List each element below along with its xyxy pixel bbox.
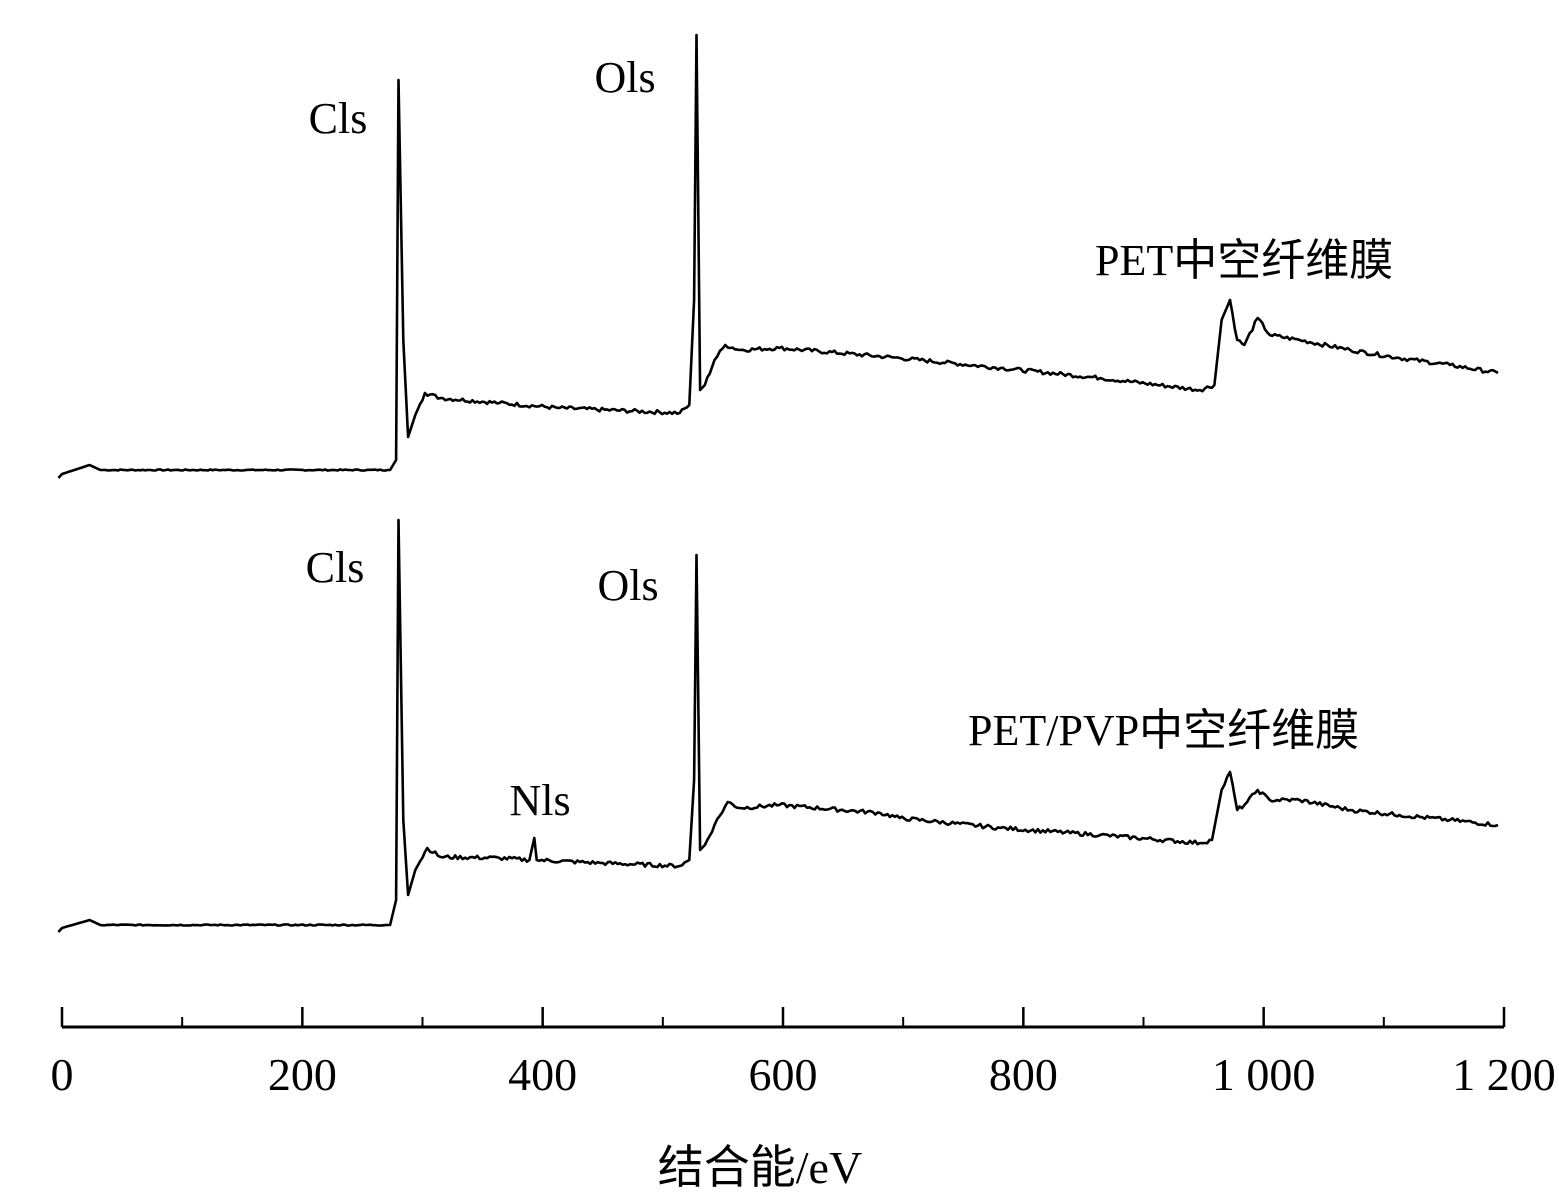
annotation-c1s-top: Cls xyxy=(309,94,368,143)
annotation-o1s-top: Ols xyxy=(594,53,655,102)
x-tick-label: 200 xyxy=(268,1049,337,1100)
x-tick-label: 600 xyxy=(749,1049,818,1100)
series-label-pet: PET中空纤维膜 xyxy=(1095,236,1393,285)
spectrum-line-pet xyxy=(57,33,1499,479)
x-tick-label: 0 xyxy=(51,1049,74,1100)
x-axis-label: 结合能/eV xyxy=(658,1142,862,1193)
annotation-o1s-bottom: Ols xyxy=(597,561,658,610)
annotation-n1s-bottom: Nls xyxy=(509,776,570,825)
annotation-c1s-bottom: Cls xyxy=(306,543,365,592)
spectrum-line-pet-pvp xyxy=(57,518,1499,933)
series-label-pet-pvp: PET/PVP中空纤维膜 xyxy=(968,706,1359,755)
x-tick-label: 1 200 xyxy=(1452,1049,1556,1100)
x-tick-label: 400 xyxy=(508,1049,577,1100)
x-tick-label: 800 xyxy=(989,1049,1058,1100)
x-tick-label: 1 000 xyxy=(1212,1049,1316,1100)
